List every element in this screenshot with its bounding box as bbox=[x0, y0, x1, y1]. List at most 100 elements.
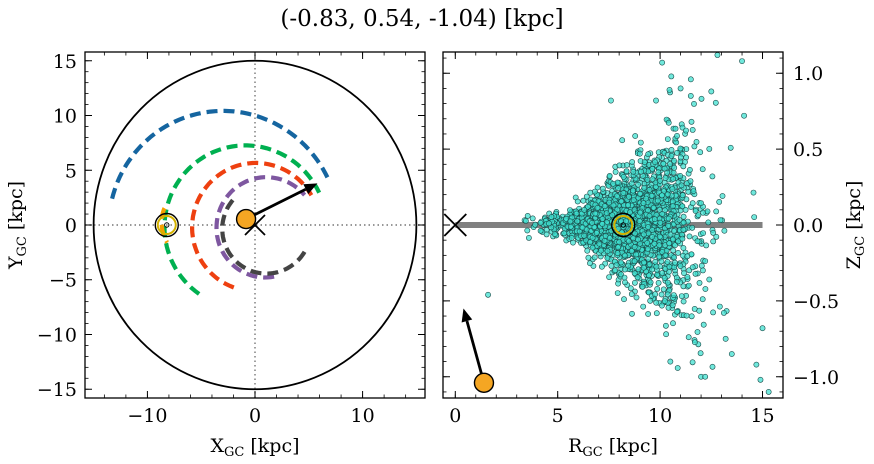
star-point bbox=[659, 211, 666, 217]
object-marker bbox=[473, 372, 495, 394]
star-point bbox=[628, 291, 635, 297]
y-tick-label: 10 bbox=[53, 106, 77, 128]
spiral-arm bbox=[220, 198, 307, 276]
star-point bbox=[685, 188, 692, 195]
star-point bbox=[621, 274, 628, 281]
star-point bbox=[526, 234, 532, 241]
star-point bbox=[706, 276, 713, 283]
x-tick-label: 10 bbox=[648, 405, 672, 427]
star-point bbox=[680, 283, 687, 290]
star-point bbox=[677, 172, 684, 179]
star-point bbox=[567, 218, 574, 225]
star-point bbox=[653, 97, 659, 104]
galactic-center-cross bbox=[244, 214, 266, 236]
star-point bbox=[647, 297, 654, 304]
star-point bbox=[643, 195, 649, 202]
star-point bbox=[619, 137, 626, 144]
y-tick-label: −15 bbox=[37, 379, 77, 401]
star-point bbox=[659, 302, 665, 309]
star-point bbox=[728, 351, 735, 357]
star-point bbox=[721, 309, 727, 316]
star-point bbox=[687, 93, 694, 99]
star-point bbox=[694, 238, 701, 245]
star-point bbox=[589, 244, 596, 251]
sun-outer-ring bbox=[611, 212, 636, 238]
star-point bbox=[698, 95, 705, 102]
sun-ring bbox=[156, 215, 177, 235]
star-point bbox=[651, 216, 658, 222]
star-point bbox=[621, 296, 627, 303]
star-point bbox=[671, 157, 677, 164]
star-point bbox=[546, 220, 552, 227]
star-point bbox=[613, 262, 620, 268]
star-point bbox=[659, 270, 665, 276]
star-point bbox=[692, 208, 699, 214]
star-point bbox=[629, 159, 635, 165]
star-point bbox=[646, 212, 653, 219]
star-point bbox=[630, 197, 637, 203]
star-point bbox=[574, 218, 581, 225]
star-point bbox=[645, 151, 652, 158]
star-point bbox=[649, 176, 656, 183]
star-point bbox=[700, 230, 706, 236]
star-point bbox=[636, 150, 643, 157]
star-point bbox=[615, 244, 621, 251]
star-point bbox=[665, 215, 672, 222]
star-point bbox=[716, 303, 723, 310]
star-point bbox=[630, 187, 636, 194]
star-point bbox=[664, 291, 671, 298]
star-point bbox=[625, 238, 632, 245]
star-point bbox=[573, 210, 580, 217]
star-point bbox=[632, 279, 638, 286]
star-point bbox=[679, 203, 686, 210]
star-point bbox=[667, 358, 674, 365]
star-point bbox=[649, 165, 656, 172]
star-point bbox=[610, 202, 617, 209]
star-point bbox=[751, 214, 758, 220]
star-point bbox=[687, 178, 694, 184]
star-point bbox=[609, 212, 616, 219]
star-point bbox=[591, 254, 598, 261]
velocity-arrow-shaft bbox=[245, 187, 307, 221]
star-point bbox=[664, 258, 671, 265]
figure-title: (-0.83, 0.54, -1.04) [kpc] bbox=[280, 6, 563, 32]
star-point bbox=[567, 223, 574, 230]
spiral-arm bbox=[110, 108, 330, 200]
object-marker bbox=[235, 208, 257, 230]
star-point bbox=[708, 88, 715, 95]
star-point bbox=[604, 255, 611, 261]
y-tick-label: 5 bbox=[65, 160, 77, 182]
star-point bbox=[671, 254, 677, 261]
star-point bbox=[674, 149, 680, 156]
star-point bbox=[593, 229, 600, 236]
star-point bbox=[630, 235, 637, 242]
star-point bbox=[584, 203, 591, 210]
star-point bbox=[636, 218, 643, 224]
star-point bbox=[689, 224, 696, 231]
star-point bbox=[658, 291, 665, 298]
star-point bbox=[620, 190, 627, 196]
star-point bbox=[634, 274, 641, 281]
star-point bbox=[612, 168, 619, 175]
star-point bbox=[668, 152, 675, 159]
star-point bbox=[543, 231, 550, 238]
star-point bbox=[610, 180, 617, 187]
star-point bbox=[618, 198, 625, 205]
star-point bbox=[614, 250, 621, 257]
star-point bbox=[750, 189, 757, 196]
star-point bbox=[645, 246, 651, 252]
x-tick-label: 0 bbox=[249, 405, 261, 427]
star-point bbox=[620, 173, 627, 180]
star-point bbox=[700, 267, 706, 274]
star-point bbox=[670, 247, 677, 254]
star-point bbox=[668, 146, 675, 153]
star-point bbox=[637, 139, 644, 146]
y-tick-label: −5 bbox=[49, 270, 77, 292]
star-point bbox=[666, 240, 673, 247]
star-point bbox=[649, 227, 656, 233]
star-point bbox=[679, 235, 686, 242]
star-point bbox=[677, 263, 684, 269]
x-axis-label: XGC [kpc] bbox=[210, 435, 299, 460]
star-point bbox=[599, 215, 606, 222]
star-point bbox=[680, 226, 687, 233]
